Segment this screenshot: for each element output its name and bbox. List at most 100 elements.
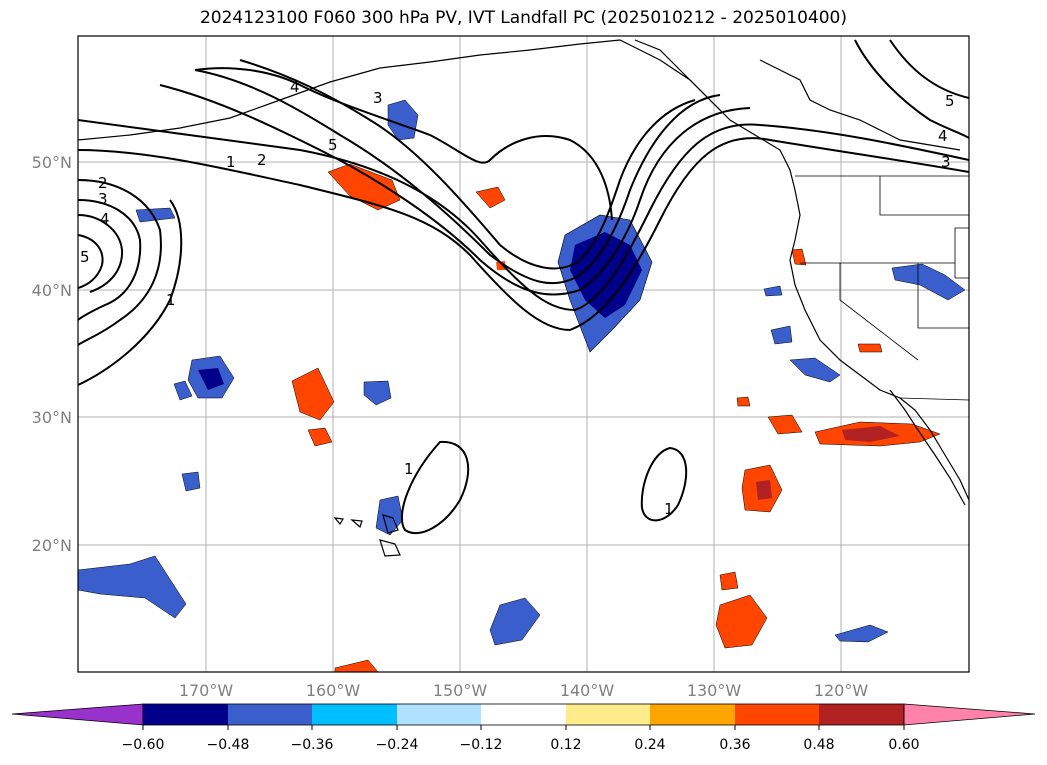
contour-label: 3 <box>373 89 383 107</box>
lon-label: 130°W <box>687 681 742 700</box>
contour <box>78 199 142 321</box>
contour <box>400 440 470 535</box>
island <box>382 514 399 534</box>
negative-region <box>770 325 793 345</box>
lat-label: 40°N <box>32 281 72 300</box>
contour-label: 1 <box>226 153 236 171</box>
contour <box>78 137 969 332</box>
positive-region <box>767 414 803 435</box>
colorbar-tick-label: −0.48 <box>207 737 250 753</box>
contour-label: 2 <box>98 174 108 192</box>
contour-label: 4 <box>100 210 110 228</box>
negative-region <box>363 380 392 406</box>
colorbar-segment <box>397 704 481 725</box>
contour-label: 3 <box>98 190 108 208</box>
colorbar-segment <box>735 704 819 725</box>
lon-label: 160°W <box>306 681 361 700</box>
colorbar-tick-label: −0.60 <box>122 737 165 753</box>
colorbar-segment <box>650 704 735 725</box>
positive-region <box>719 571 739 591</box>
contour-labels: 1 2 2 3 3 3 4 4 4 5 5 5 1 1 1 <box>80 78 955 518</box>
contour-label: 1 <box>664 500 674 518</box>
contour <box>159 84 751 296</box>
lat-label: 50°N <box>32 153 72 172</box>
contour <box>854 39 969 139</box>
lon-label: 140°W <box>560 681 615 700</box>
colorbar-tick-label: 0.12 <box>550 737 581 753</box>
colorbar: −0.60 −0.48 −0.36 −0.24 −0.12 0.12 0.24 … <box>11 703 1036 753</box>
contour <box>889 39 969 99</box>
map-title: 2024123100 F060 300 hPa PV, IVT Landfall… <box>199 8 847 28</box>
contour <box>640 446 688 522</box>
contour-label: 5 <box>328 136 338 154</box>
colorbar-segment <box>566 704 650 725</box>
contour <box>194 67 613 221</box>
negative-region <box>891 263 966 301</box>
negative-region <box>135 207 176 223</box>
contour <box>78 214 124 293</box>
colorbar-segment <box>312 704 397 725</box>
negative-region <box>78 555 187 619</box>
gridlines <box>78 36 969 672</box>
contour-label: 5 <box>80 248 90 266</box>
colorbar-tick-label: 0.48 <box>803 737 834 753</box>
positive-region <box>327 163 401 211</box>
positive-region <box>791 248 807 266</box>
positive-region <box>307 427 333 447</box>
negative-region <box>489 597 541 646</box>
contour-label: 1 <box>404 460 414 478</box>
map-frame <box>77 35 970 673</box>
lon-label: 170°W <box>179 681 234 700</box>
contour <box>78 199 183 386</box>
colorbar-extend-low <box>11 703 144 726</box>
latitude-labels: 50°N 40°N 30°N 20°N <box>32 153 72 555</box>
negative-region <box>570 232 642 318</box>
contour-label: 1 <box>166 291 176 309</box>
positive-region <box>842 426 900 442</box>
coastline <box>78 39 969 501</box>
positive-region <box>496 261 506 270</box>
colorbar-tick-label: 0.24 <box>634 737 665 753</box>
negative-region <box>834 624 889 643</box>
lat-label: 30°N <box>32 408 72 427</box>
contour-label: 4 <box>938 127 948 145</box>
positive-region <box>715 594 768 649</box>
island <box>333 517 344 526</box>
colorbar-segment <box>819 704 904 725</box>
positive-region <box>291 367 335 421</box>
positive-region <box>857 343 883 353</box>
positive-region <box>736 396 751 407</box>
contour <box>194 69 721 285</box>
colorbar-tick-label: −0.24 <box>376 737 419 753</box>
negative-region <box>198 368 224 390</box>
contour <box>78 234 104 289</box>
colorbar-extend-high <box>903 703 1036 726</box>
colorbar-tick-label: −0.12 <box>460 737 503 753</box>
borders <box>795 175 969 401</box>
negative-region <box>387 99 419 141</box>
lat-label: 20°N <box>32 536 72 555</box>
longitude-labels: 170°W 160°W 150°W 140°W 130°W 120°W <box>179 681 869 700</box>
negative-region <box>763 285 783 297</box>
contour-label: 4 <box>290 78 300 96</box>
contour-label: 5 <box>945 92 955 110</box>
coastlines <box>78 39 969 557</box>
colorbar-tick-label: 0.60 <box>888 737 919 753</box>
island <box>379 539 401 557</box>
lon-label: 150°W <box>433 681 488 700</box>
colorbar-segment <box>228 704 312 725</box>
colorbar-tick-label: −0.36 <box>291 737 334 753</box>
positive-region <box>756 480 772 500</box>
contour <box>78 179 162 346</box>
lon-label: 120°W <box>814 681 869 700</box>
colorbar-tick-label: 0.36 <box>719 737 750 753</box>
colorbar-segment <box>481 704 566 725</box>
coastline <box>889 389 966 506</box>
positive-region <box>475 186 506 209</box>
pv-contours <box>78 39 969 535</box>
contour-label: 3 <box>941 153 951 171</box>
negative-region <box>181 471 201 492</box>
map-background <box>78 36 969 672</box>
island <box>350 519 363 529</box>
